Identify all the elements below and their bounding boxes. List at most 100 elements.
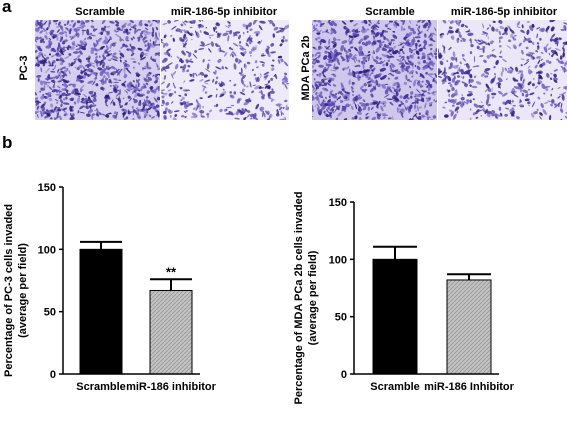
cell-mark (520, 29, 526, 34)
cell-mark (342, 95, 346, 98)
cell-mark (273, 74, 276, 77)
cell-mark (325, 114, 329, 118)
cell-mark (419, 74, 423, 77)
cell-mark (326, 82, 332, 87)
cell-mark (44, 54, 46, 57)
cell-mark (529, 92, 535, 96)
cell-mark (265, 47, 270, 52)
cell-mark (330, 93, 336, 97)
cell-mark (498, 20, 503, 24)
cell-mark (94, 110, 97, 112)
cell-mark (433, 98, 435, 102)
cell-mark (398, 55, 402, 57)
cell-mark (318, 84, 325, 86)
cell-mark (144, 32, 148, 40)
cell-mark (371, 52, 375, 55)
cell-mark (53, 20, 59, 23)
cell-mark (249, 35, 251, 37)
cell-mark (272, 23, 276, 27)
cell-mark (44, 115, 48, 119)
cell-mark (201, 20, 204, 22)
cell-mark (198, 20, 201, 22)
cell-mark (405, 99, 408, 103)
cell-mark (189, 79, 195, 82)
cell-mark (129, 81, 133, 88)
cell-mark (198, 47, 205, 51)
cell-mark (240, 52, 245, 57)
cell-mark (267, 53, 271, 58)
cell-mark (328, 79, 331, 83)
y-tick-label: 0 (50, 369, 56, 381)
cell-mark (265, 85, 270, 89)
cell-mark (551, 33, 556, 39)
cell-mark (215, 31, 218, 33)
cell-mark (361, 30, 368, 34)
cell-mark (522, 89, 529, 94)
cell-mark (352, 32, 358, 36)
cell-mark (427, 65, 432, 70)
cell-mark (365, 72, 370, 79)
cell-mark (267, 80, 271, 84)
cell-mark (181, 29, 184, 32)
cell-mark (166, 82, 171, 89)
cell-mark (328, 103, 335, 107)
y-tick-label: 50 (44, 307, 56, 319)
cell-mark (103, 25, 107, 29)
cell-mark (62, 40, 66, 45)
cell-mark (100, 27, 105, 32)
cell-mark (85, 105, 89, 110)
cell-mark (149, 23, 153, 27)
cell-mark (476, 42, 480, 45)
cell-mark (312, 23, 313, 25)
cell-mark (143, 77, 148, 81)
cell-mark (388, 72, 391, 75)
cell-mark (421, 55, 426, 60)
cell-mark (118, 89, 122, 96)
cell-mark (386, 23, 390, 26)
cell-mark (499, 45, 502, 48)
cell-mark (360, 28, 366, 32)
cell-mark (476, 45, 480, 50)
cell-mark (338, 91, 341, 94)
cell-mark (114, 90, 118, 94)
cell-mark (171, 92, 174, 95)
cell-mark (454, 89, 458, 96)
cell-mark (429, 83, 433, 89)
cell-mark (449, 20, 454, 24)
cell-mark (539, 112, 543, 116)
cell-mark (330, 73, 335, 76)
cell-mark (504, 107, 510, 110)
cell-mark (411, 39, 416, 44)
cell-mark (457, 31, 461, 35)
cell-mark (242, 23, 246, 28)
cell-mark (59, 66, 66, 71)
cell-mark (492, 20, 496, 24)
cell-mark (550, 103, 553, 107)
cell-mark (495, 28, 499, 32)
cell-mark (561, 94, 565, 101)
cell-mark (375, 111, 378, 114)
cell-mark (383, 104, 387, 108)
cell-mark (140, 52, 144, 55)
cell-mark (413, 52, 415, 56)
cell-mark (402, 50, 405, 55)
cell-mark (251, 90, 255, 94)
cell-mark (446, 60, 449, 62)
cell-mark (250, 117, 253, 120)
cell-mark (37, 105, 40, 109)
cell-mark (142, 36, 147, 41)
cell-mark (90, 20, 94, 23)
cell-mark (95, 39, 99, 45)
cell-mark (336, 39, 341, 41)
x-category-label: miR-186 Inhibitor (424, 381, 515, 393)
cell-mark (544, 86, 549, 92)
cell-mark (48, 53, 52, 56)
cell-mark (163, 43, 166, 48)
cell-mark (542, 109, 547, 115)
cell-mark (183, 29, 186, 32)
cell-mark (36, 54, 41, 58)
cell-mark (119, 105, 124, 109)
cell-mark (316, 74, 319, 77)
cell-mark (477, 39, 482, 43)
